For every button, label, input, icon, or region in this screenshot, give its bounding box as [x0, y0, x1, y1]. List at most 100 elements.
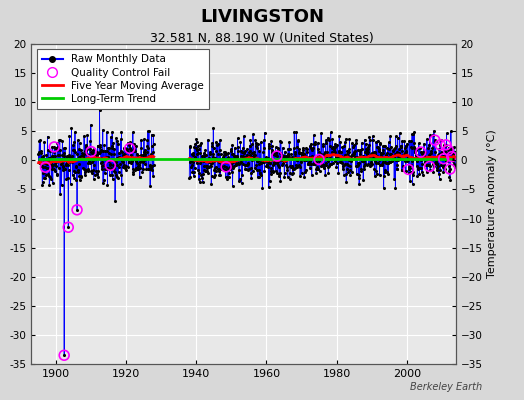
Point	[430, 128, 438, 134]
Point	[299, 151, 308, 158]
Point	[93, 149, 102, 156]
Point	[406, 162, 414, 168]
Point	[79, 165, 87, 172]
Point	[46, 174, 54, 180]
Point	[373, 144, 381, 150]
Point	[62, 176, 70, 182]
Point	[238, 145, 247, 151]
Point	[311, 140, 319, 147]
Point	[134, 152, 143, 159]
Point	[323, 135, 332, 141]
Point	[271, 160, 279, 166]
Point	[259, 137, 268, 143]
Point	[397, 148, 406, 154]
Point	[86, 122, 95, 128]
Point	[421, 153, 429, 160]
Point	[396, 156, 404, 162]
Point	[433, 165, 441, 172]
Point	[274, 146, 282, 153]
Point	[230, 163, 238, 170]
Point	[411, 147, 420, 153]
Point	[440, 142, 449, 148]
Point	[435, 175, 444, 182]
Point	[248, 154, 257, 160]
Point	[344, 146, 353, 153]
Point	[286, 175, 294, 182]
Point	[188, 168, 196, 175]
Point	[236, 156, 244, 163]
Point	[241, 154, 249, 160]
Point	[386, 158, 394, 165]
Point	[257, 139, 265, 145]
Point	[410, 144, 418, 150]
Point	[439, 153, 447, 159]
Point	[397, 143, 405, 150]
Point	[205, 158, 213, 164]
Point	[372, 139, 380, 145]
Point	[318, 161, 326, 168]
Point	[319, 162, 328, 168]
Point	[92, 156, 101, 162]
Point	[105, 150, 113, 156]
Point	[337, 154, 346, 160]
Point	[244, 161, 253, 168]
Point	[47, 158, 55, 165]
Point	[266, 178, 274, 184]
Point	[434, 162, 442, 169]
Point	[116, 148, 125, 154]
Point	[130, 156, 139, 162]
Point	[208, 160, 216, 166]
Point	[47, 161, 55, 167]
Point	[250, 149, 258, 155]
Point	[100, 162, 108, 169]
Point	[64, 167, 73, 173]
Point	[144, 165, 152, 172]
Point	[64, 162, 72, 168]
Point	[77, 172, 85, 179]
Point	[406, 177, 414, 184]
Point	[137, 152, 145, 158]
Point	[278, 156, 287, 163]
Point	[289, 145, 298, 151]
Point	[203, 163, 212, 169]
Point	[104, 164, 112, 171]
Point	[67, 181, 75, 188]
Point	[310, 132, 318, 138]
Point	[197, 172, 205, 178]
Point	[126, 145, 134, 152]
Point	[407, 144, 416, 150]
Point	[446, 166, 454, 172]
Point	[106, 162, 115, 168]
Point	[268, 168, 277, 174]
Point	[78, 150, 86, 156]
Point	[266, 160, 275, 166]
Point	[130, 148, 139, 154]
Point	[75, 172, 83, 179]
Point	[332, 152, 341, 158]
Point	[101, 165, 110, 172]
Point	[441, 158, 450, 164]
Point	[332, 143, 340, 149]
Point	[46, 155, 54, 161]
Point	[97, 146, 105, 153]
Point	[228, 182, 237, 189]
Point	[52, 171, 61, 178]
Point	[309, 141, 318, 148]
Point	[362, 146, 370, 152]
Point	[231, 153, 239, 160]
Point	[311, 161, 320, 168]
Point	[381, 160, 390, 166]
Point	[196, 150, 204, 156]
Point	[373, 153, 381, 159]
Point	[358, 158, 366, 164]
Point	[97, 166, 106, 172]
Point	[379, 185, 388, 191]
Point	[221, 167, 229, 174]
Point	[279, 154, 287, 161]
Point	[208, 173, 216, 179]
Point	[41, 156, 49, 163]
Point	[417, 149, 425, 155]
Point	[324, 170, 333, 176]
Point	[221, 149, 230, 155]
Text: 32.581 N, 88.190 W (United States): 32.581 N, 88.190 W (United States)	[150, 32, 374, 45]
